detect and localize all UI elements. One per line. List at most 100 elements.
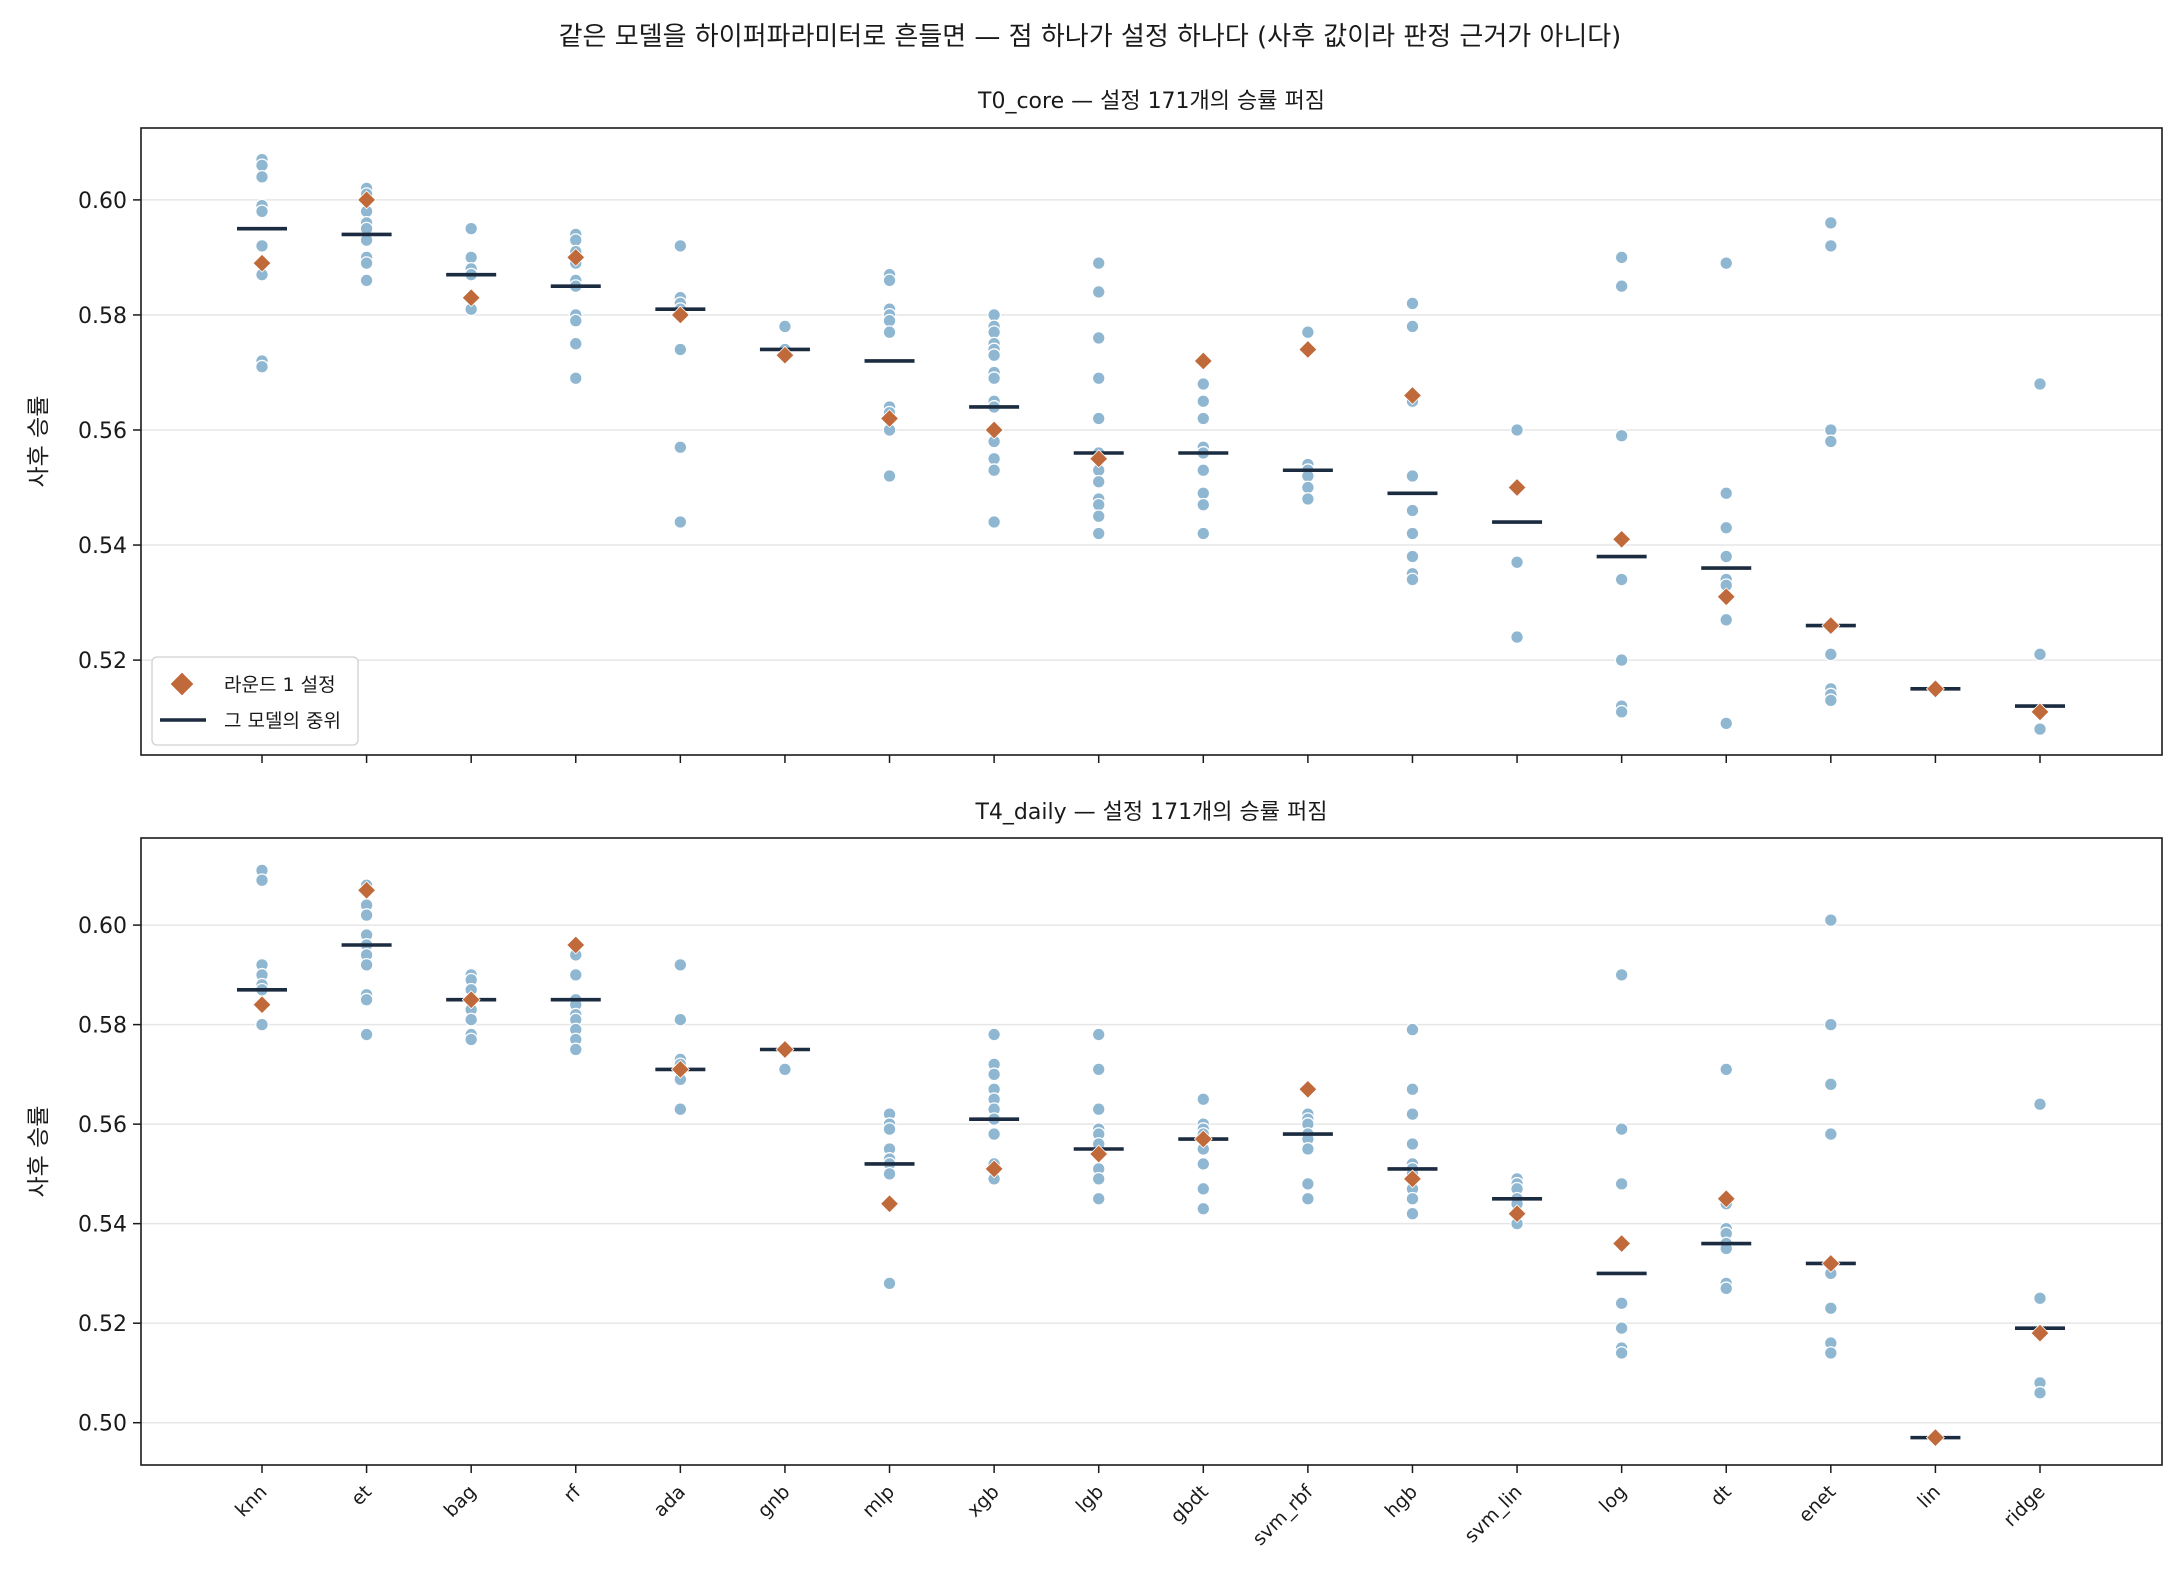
config-point — [882, 313, 897, 328]
category-group-xgb — [969, 1027, 1020, 1473]
config-point — [1405, 296, 1420, 311]
config-point — [673, 1012, 688, 1027]
config-point — [1091, 1191, 1106, 1206]
x-tick-label: ridge — [1999, 1481, 2049, 1531]
category-group-hgb — [1387, 296, 1438, 763]
x-tick-label: knn — [231, 1481, 271, 1521]
config-point — [1196, 1156, 1211, 1171]
config-point — [987, 371, 1002, 386]
config-point — [255, 158, 269, 173]
panel-title: T0_core — 설정 171개의 승률 퍼짐 — [977, 89, 1325, 114]
config-point — [1510, 555, 1525, 570]
config-point — [1719, 1062, 1734, 1077]
x-tick-label: hgb — [1381, 1481, 1422, 1522]
config-point — [1823, 215, 1838, 230]
config-point — [1614, 704, 1629, 719]
config-point — [568, 371, 583, 386]
config-point — [1614, 967, 1629, 982]
category-group-enet — [1805, 913, 1856, 1473]
config-point — [1091, 1062, 1106, 1077]
config-point — [1823, 238, 1838, 253]
chart-panel-0: T0_core — 설정 171개의 승률 퍼짐 0.52 0.54 0.56 0.58… — [26, 89, 2163, 763]
config-point — [1719, 520, 1734, 535]
config-point — [1196, 486, 1211, 501]
round1-marker — [566, 247, 586, 267]
config-point — [568, 967, 583, 982]
config-point — [1196, 526, 1211, 541]
legend-median-label: 그 모델의 중위 — [224, 710, 341, 732]
config-point — [1091, 1171, 1106, 1186]
config-point — [1614, 653, 1629, 668]
config-point — [1823, 693, 1838, 708]
round1-marker — [1612, 1234, 1632, 1254]
x-tick-label: gbdt — [1166, 1481, 1212, 1527]
y-tick-label: 0.58 — [78, 304, 127, 329]
x-tick-label: log — [1595, 1481, 1631, 1517]
config-point — [568, 1042, 583, 1057]
config-point — [1614, 1296, 1629, 1311]
config-point — [1091, 509, 1106, 524]
y-tick-label: 0.56 — [78, 419, 127, 444]
config-point — [255, 1017, 269, 1032]
round1-marker — [984, 1159, 1004, 1179]
x-tick-label: et — [347, 1481, 376, 1510]
x-tick-label: dt — [1706, 1481, 1735, 1510]
config-point — [1823, 1077, 1838, 1092]
x-tick-label: svm_rbf — [1248, 1480, 1318, 1550]
config-point — [1091, 497, 1106, 512]
config-point — [1510, 630, 1525, 645]
category-group-mlp — [864, 1107, 915, 1473]
category-group-rf — [550, 227, 601, 763]
y-tick-label: 0.54 — [78, 1213, 127, 1238]
round1-marker — [1298, 339, 1318, 359]
category-group-log — [1596, 967, 1647, 1473]
config-point — [1823, 1127, 1838, 1142]
category-group-enet — [1805, 215, 1856, 763]
config-point — [1823, 423, 1838, 437]
config-point — [673, 515, 688, 529]
config-point — [1196, 1201, 1211, 1216]
config-point — [1405, 1107, 1420, 1122]
category-group-svm_rbf — [1282, 1079, 1333, 1473]
round1-marker — [1612, 529, 1632, 549]
config-point — [1719, 256, 1734, 271]
config-point — [1196, 1181, 1211, 1196]
config-point — [1405, 503, 1420, 518]
config-point — [1823, 1346, 1838, 1360]
category-group-ridge — [2015, 1097, 2065, 1473]
config-point — [1405, 319, 1420, 334]
config-point — [673, 957, 688, 972]
config-point — [1823, 1017, 1838, 1032]
round1-marker — [461, 288, 481, 308]
x-tick-label: mlp — [858, 1481, 899, 1522]
config-point — [1405, 526, 1420, 541]
config-point — [1091, 1027, 1106, 1042]
config-point — [1719, 716, 1734, 731]
x-tick-label: svm_lin — [1460, 1481, 1526, 1547]
y-tick-label: 0.54 — [78, 534, 127, 559]
config-point — [1823, 647, 1838, 662]
config-point — [777, 1062, 792, 1077]
round1-marker — [670, 1059, 690, 1079]
config-point — [464, 1012, 479, 1027]
config-point — [1091, 331, 1106, 345]
category-group-lin — [1910, 679, 1961, 763]
round1-marker — [461, 990, 481, 1010]
config-point — [1510, 423, 1525, 437]
config-point — [1614, 1321, 1629, 1336]
category-group-bag — [446, 221, 497, 763]
config-point — [255, 204, 269, 219]
x-tick-label: rf — [559, 1480, 586, 1507]
round1-marker — [1821, 1253, 1841, 1273]
config-point — [1196, 411, 1211, 426]
y-tick-label: 0.60 — [78, 189, 127, 214]
config-point — [1300, 492, 1315, 506]
round1-marker — [1507, 478, 1527, 497]
category-group-xgb — [969, 307, 1020, 763]
legend-box — [151, 656, 359, 746]
config-point — [1091, 526, 1106, 541]
round1-marker — [670, 305, 690, 325]
round1-marker — [357, 880, 377, 900]
category-group-knn — [237, 863, 287, 1473]
config-point — [673, 1102, 688, 1117]
